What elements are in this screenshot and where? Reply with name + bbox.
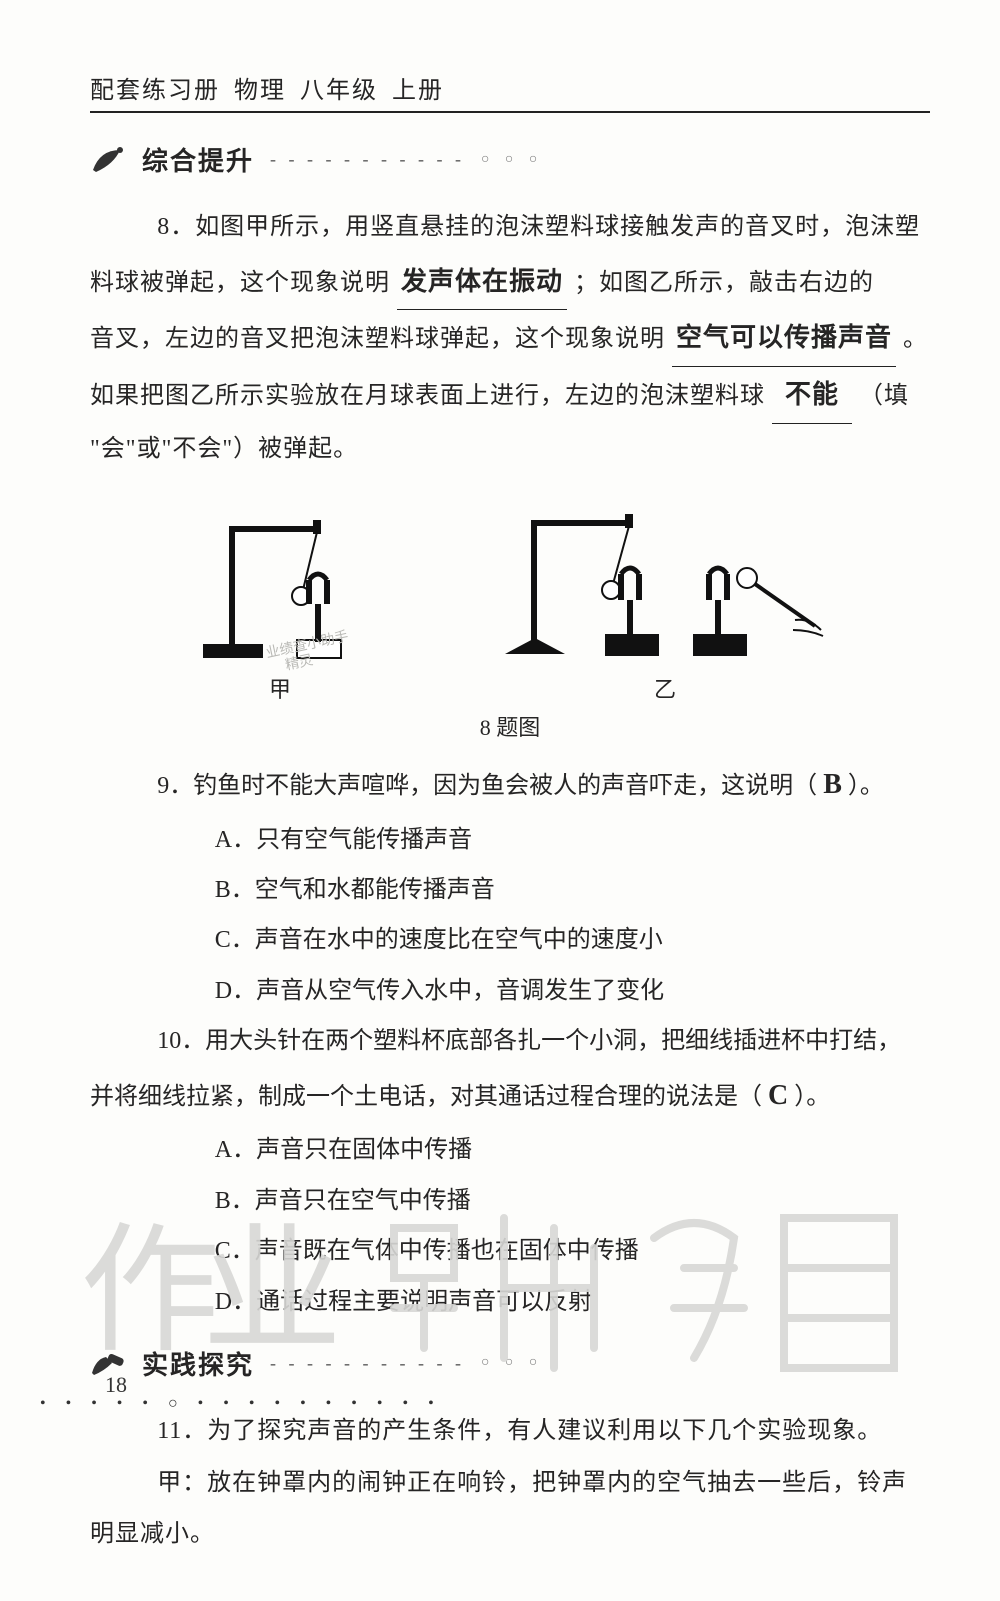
q10-stem2b: ）。 — [794, 1084, 830, 1110]
q10-opt-c[interactable]: C．声音既在气体中传播也在固体中传播 — [215, 1226, 930, 1276]
q8-t4a: 如果把图乙所示实验放在月球表面上进行，左边的泡沫塑料球 — [90, 383, 765, 409]
q8-t3a: 音叉，左边的音叉把泡沫塑料球弹起，这个现象说明 — [90, 326, 665, 352]
q11-l2: 甲：放在钟罩内的闹钟正在响铃，把钟罩内的空气抽去一些后，铃声 — [157, 1470, 907, 1496]
q8-t3b: 。 — [903, 326, 928, 352]
leaf-icon — [90, 144, 130, 176]
q9-opt-a[interactable]: A．只有空气能传播声音 — [215, 815, 930, 865]
q8-t2a: 料球被弹起，这个现象说明 — [90, 270, 390, 296]
section-dots-2: - - - - - - - - - - - — [270, 1353, 465, 1374]
header-grade: 八年级 — [300, 70, 378, 105]
section-dots-1: - - - - - - - - - - - — [270, 149, 465, 170]
q8-blank3[interactable]: 不能 — [772, 367, 852, 424]
q8-t1: 如图甲所示，用竖直悬挂的泡沫塑料球接触发声的音叉时，泡沫塑 — [195, 214, 920, 240]
header-volume: 上册 — [392, 70, 444, 105]
section-title-1: 综合提升 — [142, 141, 254, 178]
q11-stem: 11．为了探究声音的产生条件，有人建议利用以下几个实验现象。 — [157, 1418, 882, 1444]
page-dots: • • • • • ○ • • • • • • • • • • — [40, 1395, 442, 1413]
q9-opt-c[interactable]: C．声音在水中的速度比在空气中的速度小 — [215, 915, 930, 965]
q8-figures: 甲 业绩查小助手 精灵 — [90, 496, 930, 704]
q10-stem1: 10．用大头针在两个塑料杯底部各扎一个小洞，把细线插进杯中打结， — [157, 1028, 901, 1054]
q10: 10．用大头针在两个塑料杯底部各扎一个小洞，把细线插进杯中打结， 并将细线拉紧，… — [90, 1016, 930, 1327]
section-circles-1: ○ ○ ○ — [481, 152, 543, 168]
section-title-2: 实践探究 — [142, 1345, 254, 1382]
q9-answer[interactable]: B — [823, 769, 842, 800]
page-header: 配套练习册 物理 八年级 上册 — [90, 70, 930, 113]
q10-opt-b[interactable]: B．声音只在空气中传播 — [215, 1176, 930, 1226]
figure-yi: 乙 — [495, 496, 835, 704]
section-practice: 实践探究 - - - - - - - - - - - ○ ○ ○ — [90, 1345, 930, 1382]
q10-opt-d[interactable]: D．通话过程主要说明声音可以反射 — [215, 1277, 930, 1327]
q8-caption: 8 题图 — [90, 710, 930, 742]
watermark-stamp-2: 精灵 — [283, 649, 315, 674]
q8-t2b: ；如图乙所示，敲击右边的 — [574, 270, 874, 296]
section-circles-2: ○ ○ ○ — [481, 1355, 543, 1371]
header-subject: 物理 — [234, 70, 286, 105]
q8-blank2[interactable]: 空气可以传播声音 — [672, 310, 896, 367]
q8-t5: "会"或"不会"）被弹起。 — [90, 436, 358, 462]
q8-blank1[interactable]: 发声体在振动 — [397, 254, 567, 311]
q9-opt-d[interactable]: D．声音从空气传入水中，音调发生了变化 — [215, 966, 930, 1016]
q8-num: 8． — [157, 214, 195, 240]
q9-stem-a: 9．钓鱼时不能大声喧哗，因为鱼会被人的声音吓走，这说明（ — [157, 773, 817, 799]
figure-yi-label: 乙 — [495, 672, 835, 704]
q9-opt-b[interactable]: B．空气和水都能传播声音 — [215, 865, 930, 915]
q9: 9．钓鱼时不能大声喧哗，因为鱼会被人的声音吓走，这说明（ B ）。 A．只有空气… — [90, 756, 930, 1016]
section-comprehensive: 综合提升 - - - - - - - - - - - ○ ○ ○ — [90, 141, 930, 178]
q10-stem2a: 并将细线拉紧，制成一个土电话，对其通话过程合理的说法是（ — [90, 1084, 762, 1110]
q9-stem-b: ）。 — [848, 773, 884, 799]
q11: 11．为了探究声音的产生条件，有人建议利用以下几个实验现象。 甲：放在钟罩内的闹… — [90, 1406, 930, 1561]
q11-l3: 明显减小。 — [90, 1521, 215, 1547]
header-book: 配套练习册 — [90, 70, 220, 105]
q10-answer[interactable]: C — [768, 1080, 788, 1111]
q8-t4b: （填 — [859, 383, 909, 409]
q10-opt-a[interactable]: A．声音只在固体中传播 — [215, 1125, 930, 1175]
figure-jia: 甲 业绩查小助手 精灵 — [185, 496, 375, 704]
figure-jia-label: 甲 — [185, 672, 375, 704]
q8-body: 8．如图甲所示，用竖直悬挂的泡沫塑料球接触发声的音叉时，泡沫塑 料球被弹起，这个… — [90, 202, 930, 476]
